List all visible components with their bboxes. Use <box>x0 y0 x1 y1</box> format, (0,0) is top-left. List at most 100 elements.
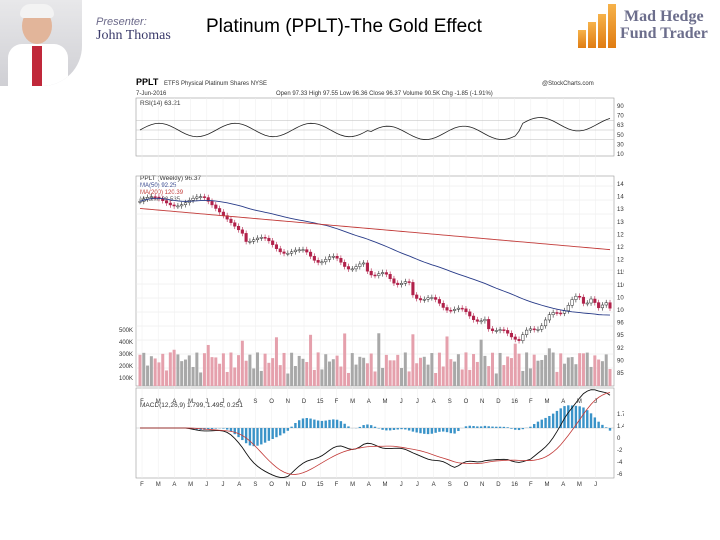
candle-body <box>350 268 354 271</box>
volume-bar <box>343 333 347 386</box>
volume-bar <box>157 362 161 386</box>
volume-bar <box>521 370 525 386</box>
macd-histogram-bar <box>415 428 418 433</box>
candle-body <box>176 205 180 208</box>
macd-histogram-bar <box>309 418 312 428</box>
volume-bar <box>195 352 199 386</box>
volume-bar <box>282 352 286 386</box>
x-tick-label: A <box>237 482 241 488</box>
macd-histogram-bar <box>517 428 521 431</box>
candle-body <box>441 303 445 308</box>
macd-histogram-bar <box>229 428 233 432</box>
macd-histogram-bar <box>495 426 498 428</box>
candle-body <box>218 208 222 213</box>
candle-body <box>168 202 172 206</box>
macd-histogram-bar <box>373 426 377 428</box>
volume-bar <box>574 364 578 386</box>
candle-body <box>559 312 563 315</box>
volume-bar <box>316 352 320 386</box>
x-tick-label: O <box>269 399 274 405</box>
candle-body <box>392 278 396 284</box>
candle-body <box>331 255 335 258</box>
macd-histogram-bar <box>506 427 509 428</box>
candle-body <box>574 295 578 300</box>
volume-bar <box>271 358 275 386</box>
price-tick-label: 95 <box>617 333 624 339</box>
candle-body <box>434 297 438 300</box>
macd-histogram-bar <box>597 421 600 428</box>
volume-bar <box>581 353 585 386</box>
x-tick-label: J <box>416 399 419 405</box>
candle-body <box>483 319 487 322</box>
candle-body <box>362 262 366 265</box>
volume-bar <box>259 370 263 386</box>
volume-bar <box>146 365 150 386</box>
volume-bar <box>369 353 373 386</box>
macd-histogram-bar <box>396 428 399 430</box>
volume-bar <box>430 353 434 386</box>
candle-body <box>475 319 479 322</box>
fund-name: ETFS Physical Platinum Shares NYSE <box>164 81 267 87</box>
price-tick-label: 125 <box>617 245 624 251</box>
candle-body <box>324 259 328 263</box>
volume-bar <box>544 355 548 386</box>
volume-bar <box>400 367 404 386</box>
candle-body <box>320 261 324 264</box>
volume-bar <box>312 369 316 386</box>
x-tick-label: A <box>237 399 241 405</box>
macd-histogram-bar <box>479 426 483 428</box>
volume-bar <box>153 358 157 386</box>
candle-body <box>339 258 343 263</box>
candle-body <box>335 255 339 259</box>
macd-histogram-bar <box>510 428 513 429</box>
volume-bar <box>388 360 392 386</box>
candle-body <box>164 200 169 204</box>
price-tick-label: 126.22 <box>617 232 624 238</box>
candle-body <box>312 256 316 261</box>
volume-bar <box>392 360 396 386</box>
x-tick-label: J <box>222 482 225 488</box>
volume-bar <box>468 369 472 386</box>
price-tick-label: 92.26 <box>617 346 624 352</box>
volume-tick-label: 100K <box>119 376 133 382</box>
volume-bar <box>540 359 544 386</box>
macd-histogram-bar <box>233 428 236 435</box>
macd-histogram-bar <box>267 428 271 441</box>
volume-bar <box>396 354 400 386</box>
volume-bar <box>498 352 502 386</box>
candle-body <box>278 248 282 253</box>
candle-body <box>600 304 604 309</box>
macd-histogram-bar <box>362 425 365 428</box>
macd-histogram-bar <box>593 417 597 428</box>
price-tick-label: 90 <box>617 358 624 364</box>
candle-body <box>358 263 362 267</box>
candle-body <box>138 201 142 203</box>
x-tick-label: M <box>156 399 161 405</box>
candle-body <box>346 266 351 270</box>
macd-histogram-bar <box>252 428 255 447</box>
macd-histogram-bar <box>563 406 566 428</box>
candle-body <box>540 325 544 330</box>
macd-histogram-bar <box>305 418 308 428</box>
candle-body <box>422 299 426 301</box>
volume-bar <box>286 373 290 386</box>
macd-histogram-bar <box>275 428 278 438</box>
volume-bar <box>456 354 460 386</box>
volume-bar <box>358 356 362 386</box>
rsi-tick-label: 50 <box>617 133 624 139</box>
macd-histogram-bar <box>548 415 551 428</box>
macd-histogram-bar <box>248 428 252 446</box>
macd-histogram-bar <box>404 428 407 430</box>
macd-histogram-bar <box>316 420 320 428</box>
x-tick-label: J <box>594 399 597 405</box>
volume-bar <box>563 363 567 386</box>
x-tick-label: M <box>577 399 582 405</box>
macd-histogram-bar <box>426 428 430 435</box>
volume-bar <box>551 352 555 386</box>
volume-bar <box>244 360 248 386</box>
macd-histogram-bar <box>551 413 555 428</box>
candle-body <box>513 336 517 340</box>
macd-histogram-bar <box>271 428 274 439</box>
candle-body <box>233 222 237 227</box>
macd-histogram-bar <box>544 417 547 428</box>
